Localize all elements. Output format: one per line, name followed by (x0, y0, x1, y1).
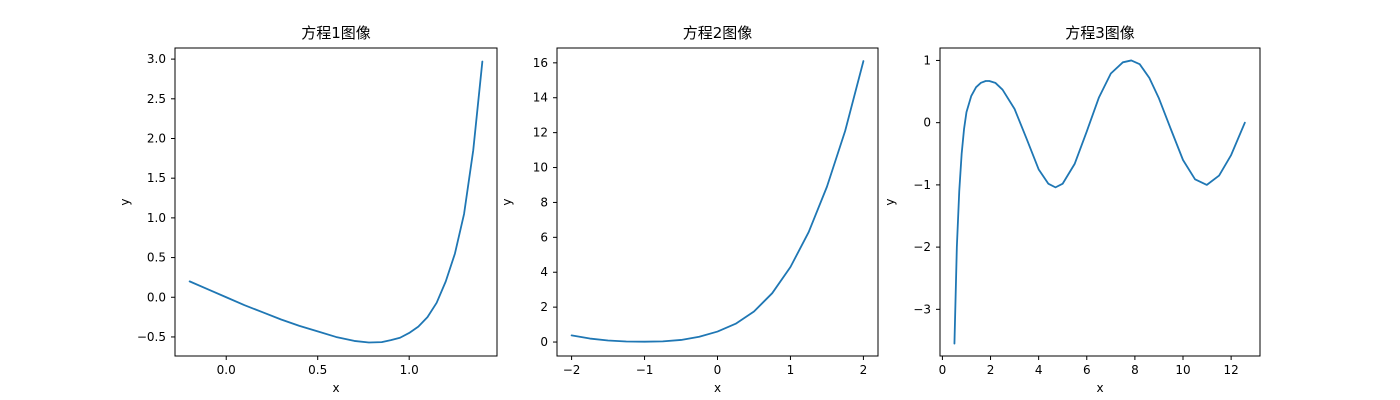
x-tick-label: −1 (636, 363, 654, 377)
y-tick-label: 10 (533, 161, 548, 175)
x-tick-label: 1.0 (400, 363, 419, 377)
x-tick-label: 6 (1083, 363, 1091, 377)
x-tick-label: 12 (1223, 363, 1238, 377)
y-tick-label: 2.5 (147, 92, 166, 106)
x-tick-label: 0 (939, 363, 947, 377)
x-tick-label: −2 (563, 363, 581, 377)
y-tick-label: 12 (533, 126, 548, 140)
y-tick-label: 1.0 (147, 211, 166, 225)
y-tick-label: 0 (923, 116, 931, 130)
plot-title: 方程3图像 (1065, 24, 1135, 42)
x-tick-label: 10 (1175, 363, 1190, 377)
series-line (953, 59, 1246, 345)
y-axis-label: y (118, 198, 132, 205)
x-tick-label: 1 (787, 363, 795, 377)
x-tick-label: 2 (860, 363, 868, 377)
y-tick-label: 2.0 (147, 131, 166, 145)
axes-frame (174, 47, 498, 357)
y-tick-label: 1 (923, 53, 931, 67)
x-tick-label: 4 (1035, 363, 1043, 377)
x-tick-label: 2 (987, 363, 995, 377)
y-tick-label: −1 (913, 178, 931, 192)
axes-frame (939, 47, 1261, 357)
panel-1: 0.0 0.5 1.0 −0.5 0.0 0.5 1.0 1.5 2.0 2.5 3.0 方程1图像 x… (118, 24, 498, 395)
y-tick-label: 16 (533, 56, 548, 70)
y-tick-label: −3 (913, 302, 931, 316)
series-line (570, 60, 865, 343)
y-tick-label: 0.5 (147, 251, 166, 265)
y-tick-label: 4 (540, 265, 548, 279)
y-tick-label: 3.0 (147, 52, 166, 66)
plot-title: 方程1图像 (301, 24, 371, 42)
y-tick-label: 1.5 (147, 171, 166, 185)
x-tick-label: 0.5 (308, 363, 327, 377)
series-line (188, 60, 484, 344)
x-tick-label: 0 (714, 363, 722, 377)
x-axis-label: x (1096, 381, 1103, 395)
y-tick-label: 6 (540, 230, 548, 244)
y-axis-label: y (883, 198, 897, 205)
y-tick-label: −0.5 (137, 330, 166, 344)
x-tick-label: 8 (1131, 363, 1139, 377)
y-tick-label: −2 (913, 240, 931, 254)
y-tick-label: 0.0 (147, 290, 166, 304)
x-tick-label: 0.0 (217, 363, 236, 377)
panel-3: 0 2 4 6 8 10 12 −3 −2 −1 0 1 方程3图像 x y (883, 24, 1261, 395)
y-tick-label: 14 (533, 91, 548, 105)
x-axis-label: x (332, 381, 339, 395)
x-axis-label: x (714, 381, 721, 395)
y-axis-label: y (500, 198, 514, 205)
y-tick-label: 0 (540, 335, 548, 349)
y-tick-label: 2 (540, 300, 548, 314)
axes-frame (556, 47, 879, 357)
y-tick-label: 8 (540, 195, 548, 209)
plot-title: 方程2图像 (683, 24, 753, 42)
